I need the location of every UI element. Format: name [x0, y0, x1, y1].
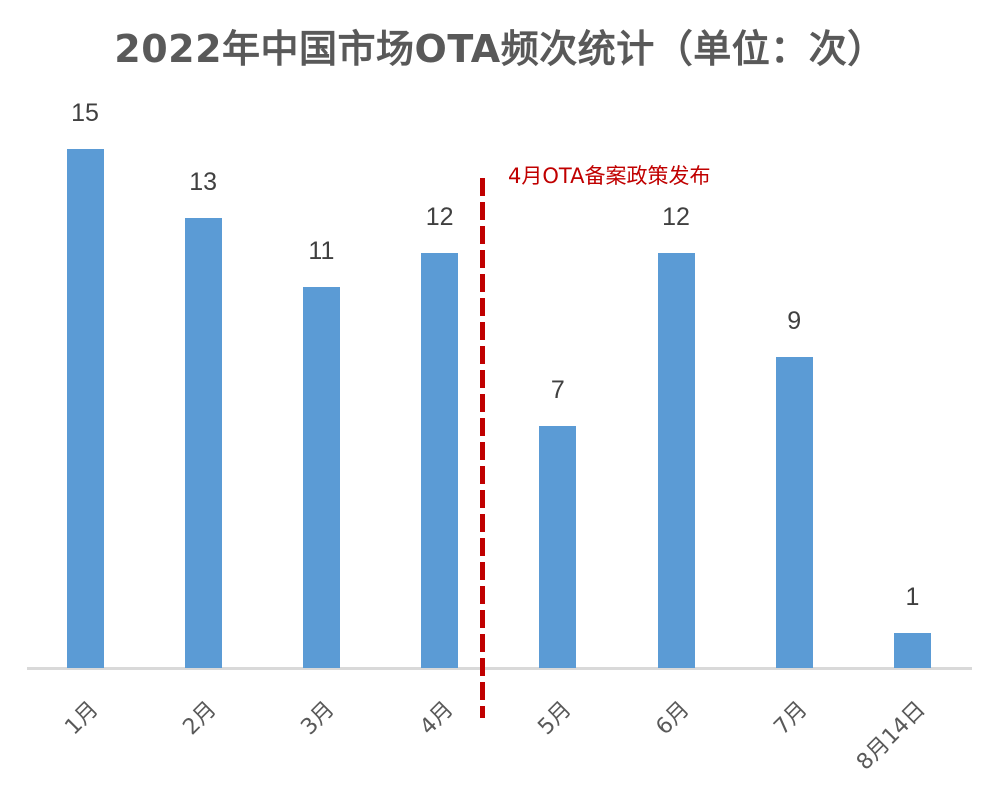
- x-tick-label: 8月14日: [852, 696, 932, 776]
- policy-dashed-line: [480, 178, 485, 718]
- bar: [66, 149, 104, 668]
- data-label: 15: [71, 99, 99, 127]
- bar: [421, 252, 459, 668]
- x-axis-line: [27, 667, 972, 670]
- x-tick-label: 1月: [60, 696, 104, 741]
- data-label: 9: [787, 306, 802, 335]
- data-label: 12: [662, 202, 690, 231]
- x-tick-label: 4月: [415, 696, 459, 741]
- bar: [184, 218, 222, 668]
- bar: [539, 425, 577, 668]
- bar: [302, 287, 340, 668]
- data-label: 7: [550, 375, 565, 404]
- x-tick-label: 5月: [533, 696, 577, 741]
- x-tick-label: 7月: [769, 696, 813, 741]
- bar: [657, 252, 695, 668]
- data-label: 12: [425, 202, 454, 231]
- bar: [775, 356, 813, 668]
- data-label: 11: [308, 237, 335, 266]
- x-tick-label: 6月: [651, 696, 695, 741]
- data-label: 1: [905, 583, 920, 612]
- data-label: 13: [189, 168, 218, 197]
- policy-annotation: 4月OTA备案政策发布: [508, 164, 711, 188]
- bar: [893, 633, 931, 668]
- x-tick-label: 2月: [178, 696, 222, 741]
- chart-title: 2022年中国市场OTA频次统计（单位：次）: [114, 27, 886, 71]
- x-tick-label: 3月: [296, 696, 341, 741]
